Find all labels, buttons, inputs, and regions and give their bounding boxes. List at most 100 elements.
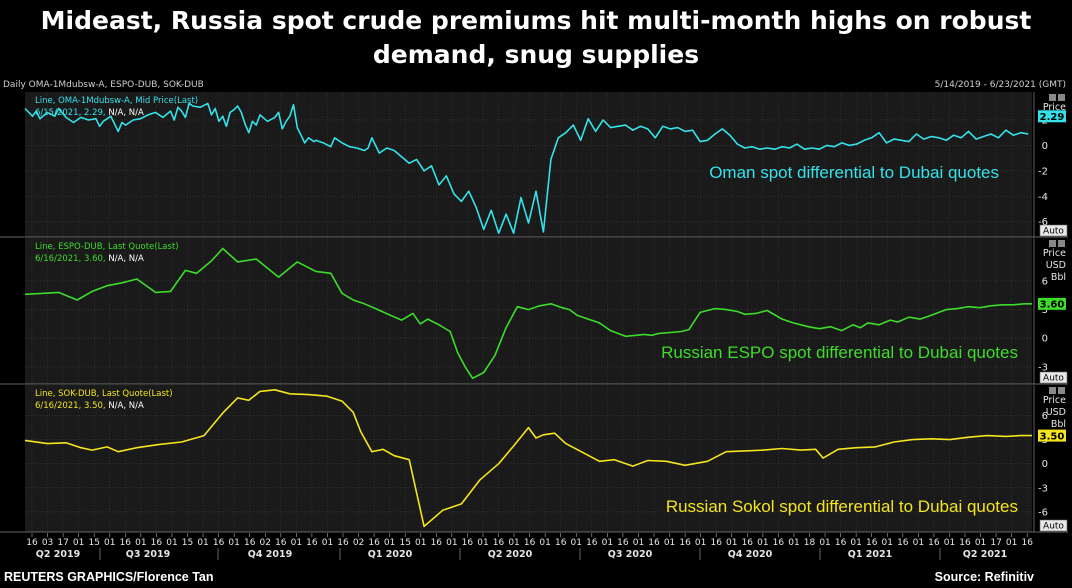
annotation-oman: Oman spot differential to Dubai quotes (709, 163, 999, 182)
x-tick-label: 01 (819, 538, 830, 548)
panel-close-icon[interactable] (1058, 94, 1065, 101)
x-tick-label: 01 (850, 538, 861, 548)
x-tick-label: 15 (88, 538, 99, 548)
legend-na: N/A, N/A (108, 108, 144, 118)
legend-line-1: Line, SOK-DUB, Last Quote(Last) (35, 389, 173, 399)
x-tick-label: 16 (306, 538, 318, 548)
y-tick-label: -4 (1038, 192, 1048, 203)
x-tick-label: 01 (228, 538, 239, 548)
last-value-text: 3.50 (1040, 431, 1065, 442)
chart-header-left: Daily OMA-1Mdubsw-A, ESPO-DUB, SOK-DUB (3, 80, 204, 90)
panel-close-icon[interactable] (1058, 387, 1065, 394)
y-tick-label: 0 (1042, 459, 1048, 470)
auto-scale-label: Auto (1043, 522, 1064, 532)
x-tick-label: 02 (260, 538, 271, 548)
x-tick-label: 01 (197, 538, 208, 548)
footer-source: Source: Refinitiv (934, 570, 1034, 584)
legend-line-2: 6/16/2021, 3.60, N/A, N/A (35, 254, 144, 264)
unit-label: Bbl (1051, 419, 1066, 430)
legend-na: N/A, N/A (108, 254, 144, 264)
y-tick-label: 3 (1042, 305, 1048, 316)
x-tick-label: 01 (104, 538, 115, 548)
x-tick-label: 01 (322, 538, 333, 548)
series-line-espo (24, 247, 1032, 380)
x-tick-label: 16 (742, 538, 754, 548)
legend-line-2: 6/16/2021, 3.50, N/A, N/A (35, 401, 144, 411)
x-tick-label: 01 (1006, 538, 1017, 548)
x-tick-label: 01 (757, 538, 768, 548)
x-quarter-label: Q1 2021 (848, 549, 892, 560)
auto-scale-button[interactable] (1039, 224, 1068, 237)
panel-background (25, 92, 1032, 237)
auto-scale-button[interactable] (1039, 371, 1068, 384)
x-tick-label: 16 (928, 538, 940, 548)
series-line-oman (24, 102, 1029, 234)
legend-na: N/A, N/A (108, 401, 144, 411)
x-tick-label: 16 (897, 538, 909, 548)
x-tick-label: 16 (431, 538, 443, 548)
x-tick-label: 01 (913, 538, 924, 548)
annotation-espo: Russian ESPO spot differential to Dubai … (661, 343, 1018, 362)
x-tick-label: 16 (462, 538, 474, 548)
y-tick-label: -3 (1038, 362, 1048, 373)
y-tick-label: 0 (1042, 334, 1048, 345)
x-tick-label: 01 (166, 538, 177, 548)
x-tick-label: 03 (42, 538, 53, 548)
x-tick-label: 01 (602, 538, 613, 548)
x-tick-label: 01 (944, 538, 955, 548)
x-tick-label: 16 (586, 538, 598, 548)
x-tick-label: 16 (493, 538, 505, 548)
x-tick-label: 16 (213, 538, 225, 548)
x-tick-label: 18 (804, 538, 816, 548)
x-quarter-label: Q3 2019 (126, 549, 170, 560)
auto-scale-button[interactable] (1039, 519, 1068, 532)
x-axis-background (0, 533, 1072, 560)
panel-close-icon[interactable] (1058, 240, 1065, 247)
chart-title: Mideast, Russia spot crude premiums hit … (0, 4, 1072, 72)
x-quarter-label: Q2 2020 (488, 549, 533, 560)
legend-line-1: Line, ESPO-DUB, Last Quote(Last) (35, 242, 179, 252)
x-tick-label: 01 (446, 538, 457, 548)
legend-date-value: 6/15/2021, 2.29, (35, 108, 108, 118)
annotation-sokol: Russian Sokol spot differential to Dubai… (666, 497, 1018, 516)
chart-header-right: 5/14/2019 - 6/23/2021 (GMT) (935, 80, 1066, 90)
y-tick-label: -2 (1038, 166, 1048, 177)
x-tick-label: 01 (291, 538, 302, 548)
panel-expand-icon[interactable] (1049, 387, 1056, 394)
auto-scale-label: Auto (1043, 374, 1064, 384)
y-tick-label: -3 (1038, 483, 1048, 494)
x-tick-label: 01 (571, 538, 582, 548)
y-tick-label: 6 (1042, 276, 1048, 287)
y-tick-label: -6 (1038, 507, 1048, 518)
last-value-text: 2.29 (1040, 112, 1065, 123)
series-line-sokol (24, 388, 1032, 528)
title-line-2: demand, snug supplies (372, 40, 700, 69)
x-tick-label: 01 (695, 538, 706, 548)
x-tick-label: 16 (524, 538, 536, 548)
footer-credit: REUTERS GRAPHICS/Florence Tan (4, 570, 214, 584)
y-tick-label: -6 (1038, 217, 1048, 228)
x-tick-label: 01 (664, 538, 675, 548)
x-tick-label: 01 (73, 538, 84, 548)
unit-label: USD (1046, 260, 1066, 271)
x-tick-label: 01 (633, 538, 644, 548)
x-tick-label: 16 (120, 538, 132, 548)
x-tick-label: 16 (1021, 538, 1033, 548)
auto-scale-label: Auto (1043, 227, 1064, 237)
panel-background (25, 385, 1032, 532)
x-tick-label: 01 (415, 538, 426, 548)
y-tick-label: 0 (1042, 141, 1048, 152)
x-quarter-label: Q4 2019 (248, 549, 292, 560)
panel-expand-icon[interactable] (1049, 240, 1056, 247)
last-value-text: 3.60 (1040, 300, 1065, 311)
x-quarter-label: Q1 2020 (368, 549, 413, 560)
panel-expand-icon[interactable] (1049, 94, 1056, 101)
legend-date-value: 6/16/2021, 3.60, (35, 254, 108, 264)
x-quarter-label: Q4 2020 (728, 549, 773, 560)
x-tick-label: 16 (648, 538, 660, 548)
x-tick-label: 17 (57, 538, 68, 548)
x-tick-label: 01 (788, 538, 799, 548)
